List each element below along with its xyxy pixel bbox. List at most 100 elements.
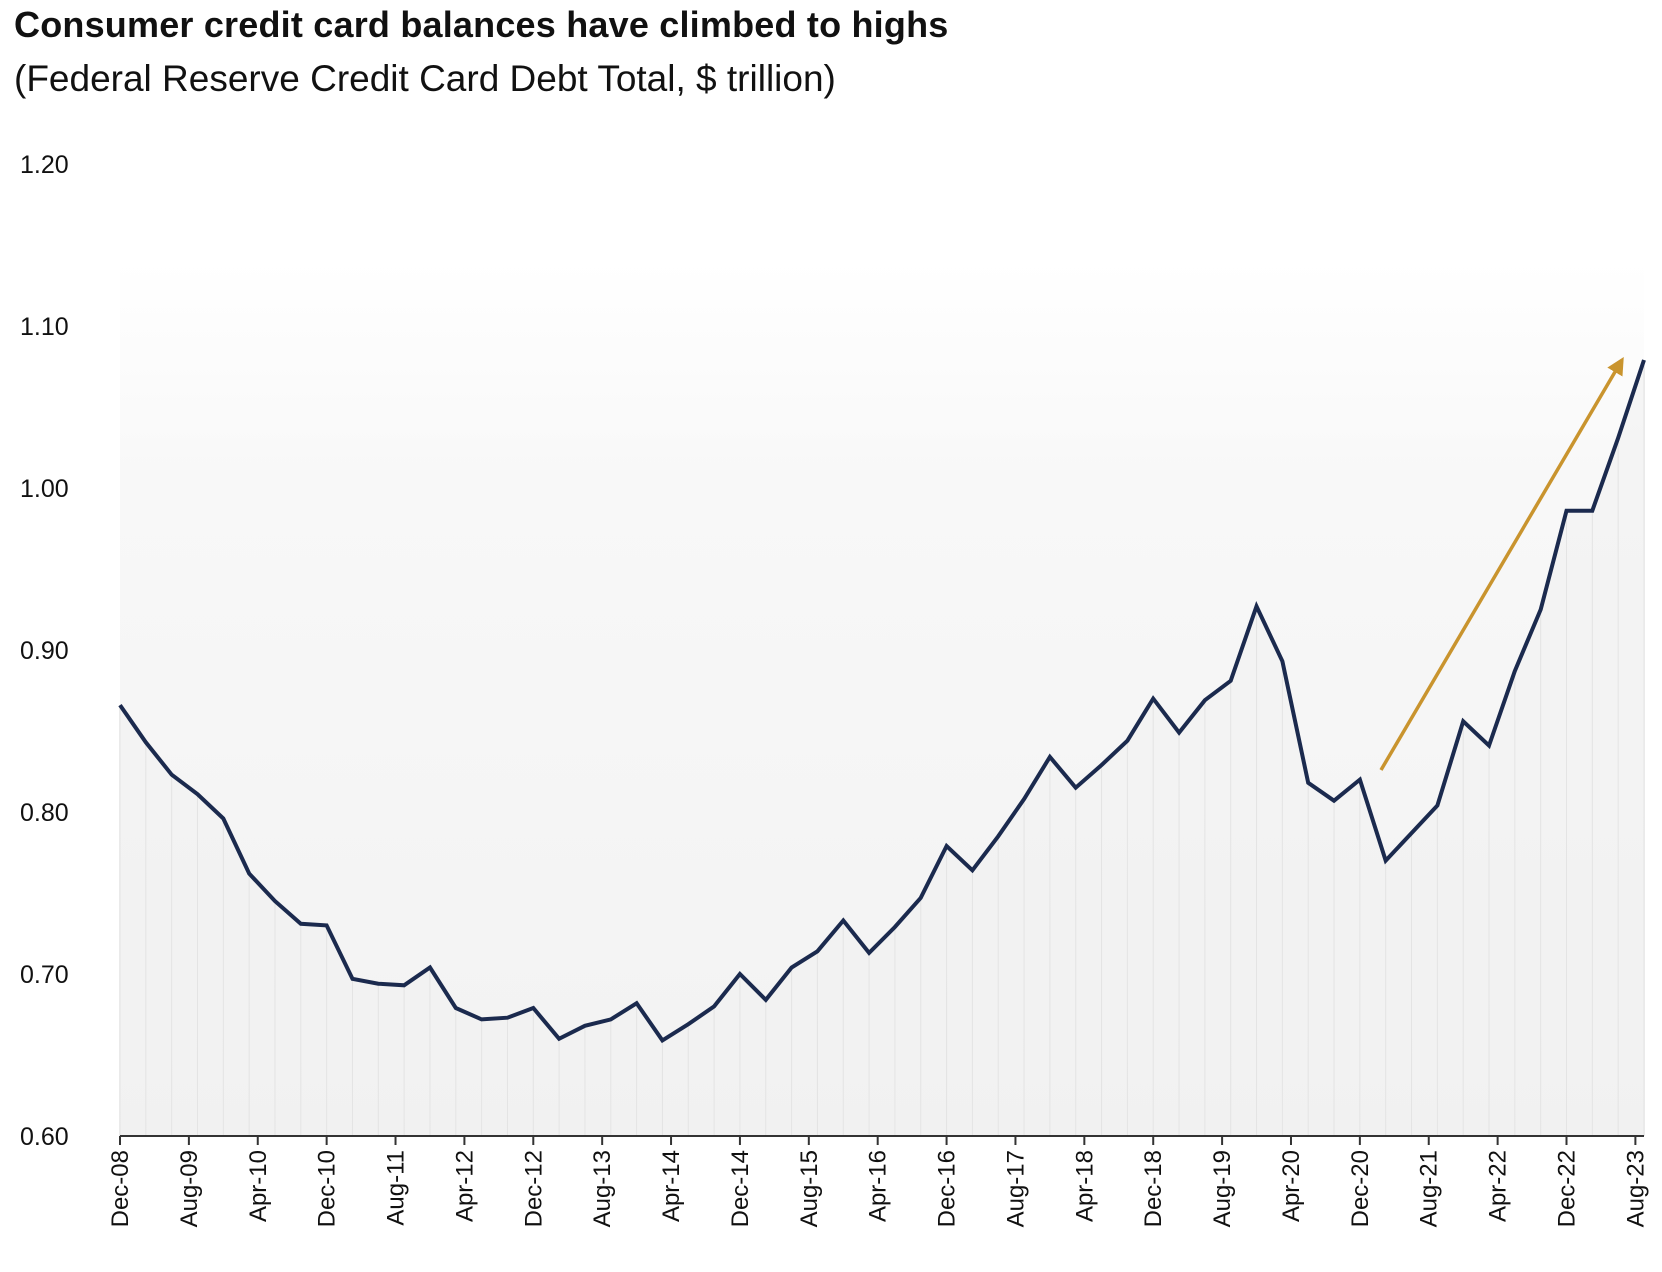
data-point: [867, 951, 871, 955]
data-point: [118, 703, 122, 707]
data-point: [1590, 509, 1594, 513]
y-tick-label: 1.00: [20, 475, 69, 503]
data-point: [712, 1004, 716, 1008]
data-point: [1642, 358, 1646, 362]
data-point: [919, 896, 923, 900]
x-tick-label: Dec-08: [107, 1150, 134, 1227]
x-tick-label: Dec-10: [314, 1150, 341, 1227]
data-point: [1229, 679, 1233, 683]
x-axis: Dec-08 Aug-09 Apr-10 Dec-10 Aug-11 Apr-12 Dec-…: [107, 1135, 1649, 1227]
data-point: [609, 1017, 613, 1021]
data-point: [1487, 744, 1491, 748]
series-line: [118, 359, 1646, 1044]
y-tick-label: 1.10: [20, 313, 69, 341]
data-point: [790, 966, 794, 970]
x-tick-label: Dec-22: [1554, 1150, 1581, 1227]
x-tick-label: Apr-18: [1071, 1150, 1098, 1222]
data-point: [247, 872, 251, 876]
y-tick-label: 0.60: [20, 1123, 69, 1151]
data-point: [1384, 859, 1388, 863]
x-tick-label: Aug-19: [1209, 1150, 1236, 1227]
data-point: [686, 1022, 690, 1026]
data-point: [402, 983, 406, 987]
data-point: [1306, 781, 1310, 785]
data-point: [996, 834, 1000, 838]
data-point: [1074, 786, 1078, 790]
data-point: [738, 972, 742, 976]
y-tick-label: 1.20: [20, 151, 69, 179]
x-tick-label: Aug-21: [1416, 1150, 1443, 1227]
data-point: [195, 792, 199, 796]
data-point: [1255, 604, 1259, 608]
x-tick-label: Aug-09: [176, 1150, 203, 1227]
data-point: [325, 923, 329, 927]
x-tick-label: Dec-18: [1140, 1150, 1167, 1227]
data-point: [454, 1006, 458, 1010]
data-point: [635, 1001, 639, 1005]
data-point: [764, 998, 768, 1002]
x-tick-label: Aug-23: [1622, 1150, 1649, 1227]
y-axis: 1.20 1.10 1.00 0.90 0.80 0.70 0.60: [20, 151, 69, 1151]
data-point: [299, 922, 303, 926]
x-tick-label: Apr-22: [1485, 1150, 1512, 1222]
data-point: [376, 982, 380, 986]
data-point: [970, 868, 974, 872]
data-point: [273, 899, 277, 903]
x-tick-label: Dec-14: [727, 1150, 754, 1227]
x-tick-label: Aug-13: [589, 1150, 616, 1227]
y-tick-label: 0.90: [20, 637, 69, 665]
data-point: [1048, 755, 1052, 759]
chart-title: Consumer credit card balances have climb…: [14, 4, 949, 45]
x-tick-label: Aug-15: [796, 1150, 823, 1227]
y-tick-label: 0.80: [20, 799, 69, 827]
data-point: [1435, 804, 1439, 808]
data-point: [531, 1006, 535, 1010]
y-tick-label: 0.70: [20, 961, 69, 989]
data-point: [350, 977, 354, 981]
data-point: [660, 1038, 664, 1042]
data-point: [1203, 698, 1207, 702]
area-fill: [120, 360, 1644, 1136]
data-point: [1332, 799, 1336, 803]
data-point: [1410, 831, 1414, 835]
x-tick-label: Apr-10: [245, 1150, 272, 1222]
data-point: [583, 1024, 587, 1028]
data-point: [1177, 731, 1181, 735]
data-point: [557, 1037, 561, 1041]
area-under-curve: [120, 360, 1644, 1136]
data-point: [815, 949, 819, 953]
data-point: [144, 740, 148, 744]
x-tick-label: Apr-12: [451, 1150, 478, 1222]
data-point: [1461, 719, 1465, 723]
chart-subtitle: (Federal Reserve Credit Card Debt Total,…: [14, 58, 836, 99]
data-point: [1125, 739, 1129, 743]
data-point: [428, 966, 432, 970]
data-point: [1022, 797, 1026, 801]
x-tick-label: Apr-14: [658, 1150, 685, 1222]
data-point: [945, 844, 949, 848]
x-tick-label: Dec-12: [520, 1150, 547, 1227]
x-tick-label: Apr-20: [1278, 1150, 1305, 1222]
data-point: [1358, 778, 1362, 782]
data-point: [1280, 659, 1284, 663]
x-tick-label: Dec-20: [1347, 1150, 1374, 1227]
data-point: [1565, 509, 1569, 513]
x-tick-label: Dec-16: [934, 1150, 961, 1227]
data-point: [893, 925, 897, 929]
data-point: [1151, 697, 1155, 701]
x-tick-label: Apr-16: [865, 1150, 892, 1222]
trend-arrow: [1379, 356, 1624, 771]
data-point: [170, 773, 174, 777]
x-tick-label: Aug-11: [383, 1150, 410, 1226]
data-point: [480, 1017, 484, 1021]
data-point: [221, 816, 225, 820]
data-point: [1100, 763, 1104, 767]
series-layer: [118, 359, 1646, 1044]
data-point: [1616, 436, 1620, 440]
data-point: [1539, 608, 1543, 612]
data-point: [1513, 669, 1517, 673]
x-tick-label: Aug-17: [1002, 1150, 1029, 1227]
data-point: [505, 1016, 509, 1020]
data-point: [841, 919, 845, 923]
